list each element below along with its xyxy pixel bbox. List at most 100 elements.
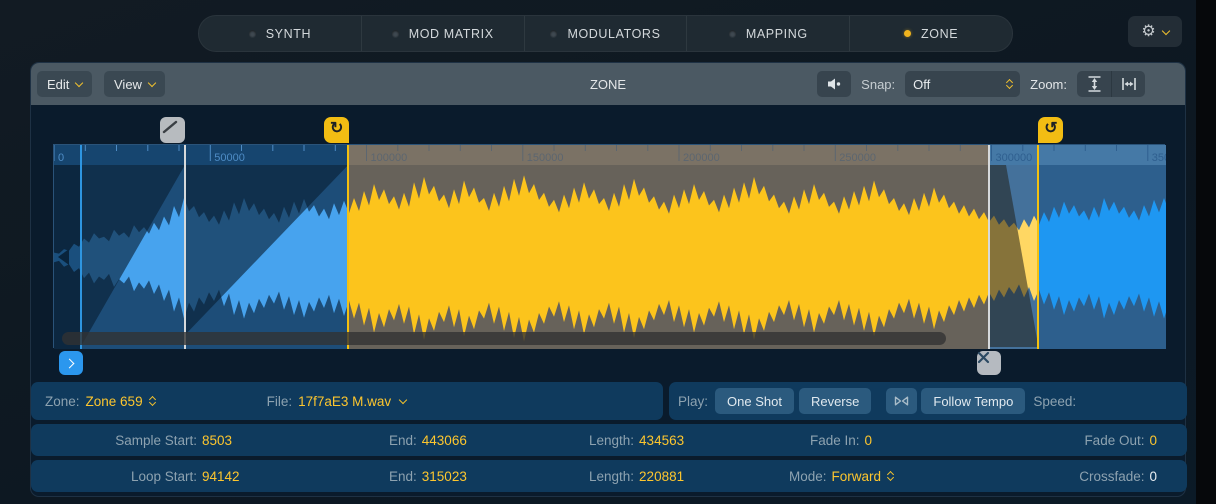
chevron-down-icon bbox=[1161, 26, 1170, 35]
zone-label: Zone: bbox=[45, 393, 80, 409]
svg-text:350000: 350000 bbox=[1152, 152, 1166, 164]
window-edge bbox=[1196, 0, 1216, 504]
loop-row: Loop Start: 94142 End: 315023 Length: 22088… bbox=[31, 460, 1187, 492]
tab-label: SYNTH bbox=[265, 26, 312, 41]
sample-length-label: Length: bbox=[589, 432, 635, 448]
waveform-scrollbar[interactable] bbox=[62, 332, 946, 345]
tab-synth[interactable]: SYNTH bbox=[199, 16, 361, 51]
zoom-vertical-button[interactable] bbox=[1077, 71, 1111, 97]
loop-mode-select[interactable]: Mode: Forward bbox=[691, 460, 991, 492]
file-label: File: bbox=[266, 393, 293, 409]
loop-start-handle[interactable]: ↻ bbox=[324, 117, 350, 143]
zoom-label: Zoom: bbox=[1030, 76, 1067, 92]
crossfade-loop-button[interactable] bbox=[886, 388, 918, 414]
select-chevrons-icon bbox=[1006, 78, 1014, 90]
crossfade-icon bbox=[895, 396, 909, 406]
chevron-down-icon bbox=[147, 78, 157, 88]
zone-editor-panel: Edit View ZONE Snap: Off Zoom: bbox=[30, 62, 1187, 497]
loop-start-marker-line[interactable] bbox=[347, 145, 350, 349]
loop-start-label: Loop Start: bbox=[130, 468, 197, 484]
tab-dot-icon bbox=[248, 30, 256, 37]
tab-modulators[interactable]: MODULATORS bbox=[523, 16, 687, 51]
zoom-buttons bbox=[1077, 71, 1145, 97]
edit-menu-button[interactable]: Edit bbox=[37, 71, 93, 97]
fade-out-marker-line[interactable] bbox=[988, 145, 990, 349]
svg-text:100000: 100000 bbox=[371, 152, 408, 164]
waveform-canvas: 0 50000 100000 150000 200000 250000 300000 3500… bbox=[54, 145, 1166, 349]
file-value: 17f7aE3 M.wav bbox=[298, 393, 392, 409]
sample-start-anchor-button[interactable] bbox=[58, 351, 83, 375]
loop-end-icon: ↺ bbox=[1044, 120, 1058, 137]
view-menu-label: View bbox=[114, 76, 142, 92]
zoom-horizontal-button[interactable] bbox=[1111, 71, 1145, 97]
audition-button[interactable] bbox=[817, 71, 852, 97]
svg-text:50000: 50000 bbox=[214, 152, 245, 164]
svg-text:150000: 150000 bbox=[527, 152, 564, 164]
sample-start-marker-line[interactable] bbox=[79, 145, 82, 349]
fade-in-marker-line[interactable] bbox=[183, 145, 186, 349]
zoom-vertical-icon bbox=[1088, 76, 1100, 92]
tab-dot-icon bbox=[728, 30, 736, 37]
gear-icon: ⚙ bbox=[1141, 22, 1156, 40]
loop-start-value[interactable]: 94142 bbox=[202, 468, 240, 484]
follow-tempo-button[interactable]: Follow Tempo bbox=[921, 388, 1026, 414]
sample-row: Sample Start: 8503 End: 443066 Length: 4345… bbox=[31, 424, 1187, 456]
waveform-display[interactable]: 0 50000 100000 150000 200000 250000 300000 3500… bbox=[53, 117, 1166, 375]
tab-label: ZONE bbox=[921, 26, 959, 41]
tab-mapping[interactable]: MAPPING bbox=[686, 16, 849, 51]
select-chevrons-icon bbox=[886, 470, 895, 482]
fade-in-value[interactable]: 0 bbox=[864, 432, 873, 448]
tab-dot-icon bbox=[391, 30, 399, 37]
tab-mod-matrix[interactable]: MOD MATRIX bbox=[360, 16, 524, 51]
sample-start-value[interactable]: 8503 bbox=[202, 432, 233, 448]
tab-zone[interactable]: ZONE bbox=[849, 16, 1012, 51]
svg-text:200000: 200000 bbox=[683, 152, 720, 164]
crossfade-label: Crossfade: bbox=[1079, 468, 1145, 484]
chevron-down-icon bbox=[75, 78, 84, 88]
reverse-button[interactable]: Reverse bbox=[798, 388, 872, 414]
play-label: Play: bbox=[678, 393, 709, 409]
loop-end-label: End: bbox=[389, 468, 417, 484]
tab-dot-icon bbox=[550, 30, 558, 37]
zone-value: Zone 659 bbox=[85, 393, 143, 409]
loop-length-value[interactable]: 220881 bbox=[639, 468, 685, 484]
fade-in-label: Fade In: bbox=[809, 432, 860, 448]
zone-select[interactable]: Zone 659 bbox=[85, 393, 156, 409]
loop-mode-value: Forward bbox=[831, 468, 882, 484]
loop-mode-label: Mode: bbox=[788, 468, 827, 484]
snap-value: Off bbox=[913, 76, 931, 92]
play-options-row: Play: One Shot Reverse Follow Tempo Spee… bbox=[669, 382, 1187, 420]
chevron-right-icon bbox=[64, 358, 75, 368]
snap-select[interactable]: Off bbox=[905, 71, 1021, 97]
file-select[interactable]: 17f7aE3 M.wav bbox=[298, 393, 408, 409]
tab-dot-icon bbox=[904, 30, 912, 37]
fade-out-label: Fade Out: bbox=[1084, 432, 1145, 448]
tab-label: MOD MATRIX bbox=[408, 26, 494, 41]
speed-label: Speed: bbox=[1033, 393, 1077, 409]
sample-length-value[interactable]: 434563 bbox=[639, 432, 685, 448]
close-icon bbox=[977, 351, 990, 364]
sample-end-value[interactable]: 443066 bbox=[421, 432, 467, 448]
loop-start-icon: ↻ bbox=[329, 120, 344, 137]
tab-label: MODULATORS bbox=[567, 26, 661, 41]
zone-file-row: Zone: Zone 659 File: 17f7aE3 M.wav bbox=[31, 382, 663, 420]
snap-label: Snap: bbox=[861, 76, 896, 92]
fade-in-handle[interactable] bbox=[159, 117, 185, 143]
zoom-horizontal-icon bbox=[1121, 78, 1136, 90]
zone-toolbar: Edit View ZONE Snap: Off Zoom: bbox=[31, 63, 1185, 105]
edit-menu-label: Edit bbox=[47, 76, 70, 92]
view-menu-button[interactable]: View bbox=[104, 71, 165, 97]
crossfade-value[interactable]: 0 bbox=[1149, 468, 1157, 484]
fade-out-value[interactable]: 0 bbox=[1149, 432, 1157, 448]
tab-label: MAPPING bbox=[745, 26, 808, 41]
loop-end-value[interactable]: 315023 bbox=[421, 468, 467, 484]
svg-text:0: 0 bbox=[58, 152, 64, 164]
loop-end-marker-line[interactable] bbox=[1037, 145, 1040, 349]
tab-bar: SYNTH MOD MATRIX MODULATORS MAPPING ZONE bbox=[198, 15, 1013, 52]
loop-end-handle[interactable]: ↺ bbox=[1038, 117, 1064, 143]
delete-fade-button[interactable] bbox=[977, 351, 1001, 375]
one-shot-button[interactable]: One Shot bbox=[715, 388, 794, 414]
action-menu-button[interactable]: ⚙ bbox=[1128, 16, 1182, 47]
svg-text:250000: 250000 bbox=[839, 152, 876, 164]
loop-length-label: Length: bbox=[589, 468, 635, 484]
